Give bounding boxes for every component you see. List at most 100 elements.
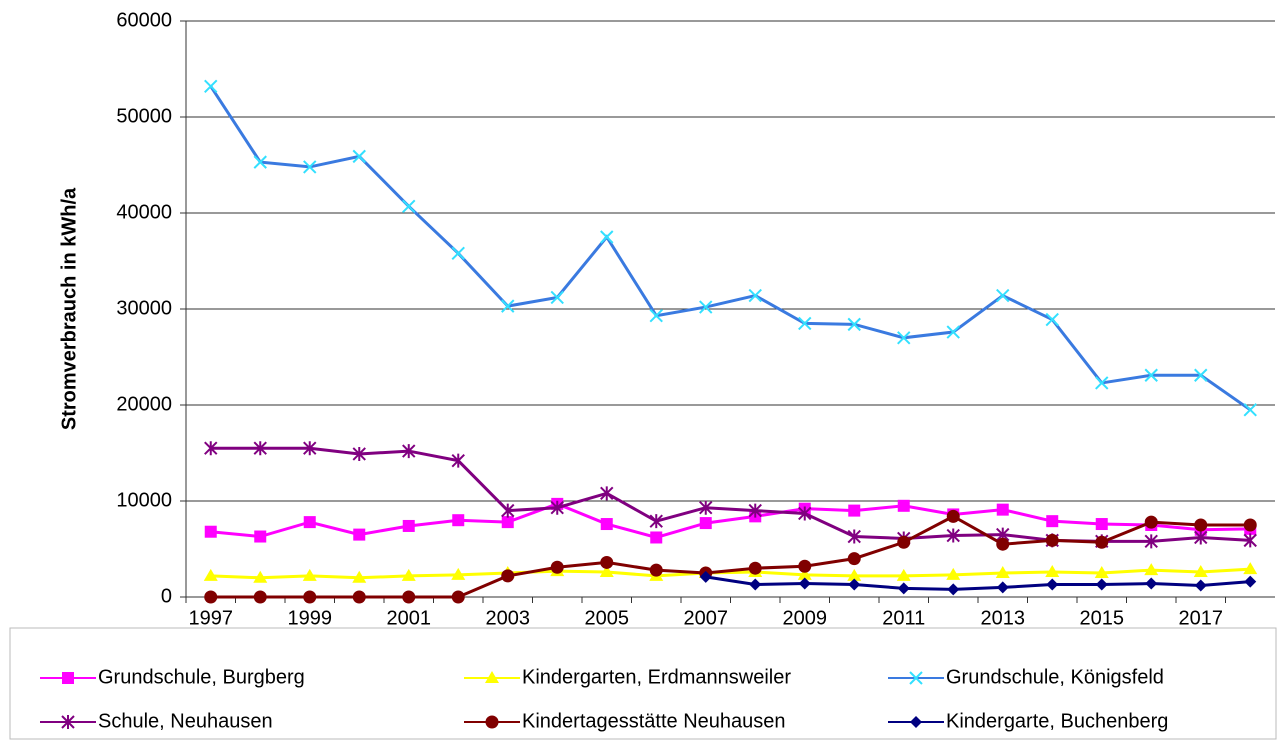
legend-label: Schule, Neuhausen — [98, 710, 273, 732]
marker — [1144, 534, 1158, 549]
x-tick-label: 2011 — [882, 607, 925, 629]
x-tick-label: 2005 — [585, 607, 630, 629]
marker — [848, 504, 861, 517]
marker — [897, 535, 911, 549]
y-tick-label: 0 — [161, 585, 172, 607]
marker — [204, 441, 218, 456]
marker — [1095, 535, 1109, 549]
x-tick-label: 1999 — [288, 607, 333, 629]
marker — [451, 246, 465, 261]
marker — [798, 577, 811, 590]
marker — [550, 500, 564, 515]
marker — [1045, 312, 1059, 327]
marker — [1046, 578, 1059, 591]
x-tick-label: 2017 — [1179, 607, 1224, 629]
y-tick-label: 10000 — [116, 489, 172, 511]
marker — [897, 582, 910, 595]
legend-label: Grundschule, Königsfeld — [946, 666, 1164, 688]
marker — [253, 570, 268, 583]
marker — [1243, 562, 1258, 575]
x-tick-label: 2009 — [783, 607, 828, 629]
marker — [62, 672, 74, 684]
series-line — [210, 514, 1251, 599]
marker — [253, 155, 267, 169]
marker — [352, 590, 366, 604]
marker — [303, 441, 317, 456]
marker — [650, 531, 663, 544]
marker — [699, 570, 712, 583]
y-tick-label: 40000 — [116, 201, 172, 223]
marker — [699, 500, 713, 515]
marker — [1094, 566, 1109, 578]
marker — [600, 486, 614, 501]
marker — [649, 309, 663, 323]
marker — [1145, 577, 1158, 590]
y-axis-title: Stromverbrauch in kWh/a — [58, 187, 80, 430]
marker — [451, 453, 465, 468]
marker — [798, 506, 812, 521]
y-tick-label: 50000 — [116, 105, 172, 127]
series-line — [705, 575, 1251, 591]
marker — [1144, 563, 1159, 576]
marker — [847, 529, 861, 544]
marker — [995, 566, 1010, 578]
marker — [253, 590, 267, 604]
marker — [896, 568, 911, 581]
x-tick-label: 2001 — [387, 607, 432, 629]
marker — [501, 569, 515, 583]
marker — [947, 583, 960, 596]
marker — [1193, 565, 1208, 578]
marker — [550, 290, 564, 305]
marker — [501, 299, 515, 313]
x-tick-label: 2013 — [981, 607, 1026, 629]
marker — [1194, 518, 1208, 532]
legend-label: Grundschule, Burgberg — [98, 666, 305, 688]
marker — [910, 716, 922, 728]
series-line — [210, 567, 1251, 580]
x-tick-label: 2015 — [1080, 607, 1125, 629]
marker — [946, 528, 960, 543]
marker — [203, 568, 218, 581]
marker — [798, 559, 812, 573]
marker — [797, 567, 812, 580]
series-line — [210, 446, 1251, 543]
marker — [204, 525, 217, 538]
marker — [303, 160, 317, 174]
marker — [748, 561, 762, 575]
marker — [946, 567, 961, 580]
marker — [848, 578, 861, 591]
marker — [996, 581, 1009, 594]
x-tick-label: 2007 — [684, 607, 729, 629]
legend-label: Kindergarte, Buchenberg — [946, 710, 1168, 732]
marker — [996, 537, 1010, 551]
marker — [748, 503, 762, 518]
marker — [600, 230, 614, 244]
marker — [501, 516, 514, 529]
marker — [353, 528, 366, 541]
marker — [600, 555, 614, 569]
marker — [1095, 518, 1108, 531]
marker — [1194, 579, 1207, 592]
y-tick-label: 60000 — [116, 9, 172, 31]
marker — [303, 516, 316, 529]
marker — [649, 563, 663, 577]
marker — [599, 565, 614, 578]
marker — [1243, 518, 1257, 532]
marker — [451, 590, 465, 604]
marker — [401, 568, 416, 581]
legend-label: Kindertagesstätte Neuhausen — [522, 710, 786, 732]
series-line — [210, 502, 1251, 540]
marker — [1243, 403, 1257, 417]
marker — [303, 590, 317, 604]
legend-box — [9, 627, 1277, 740]
legend-label: Kindergarten, Erdmannsweiler — [522, 666, 791, 688]
marker — [402, 590, 416, 604]
marker — [1046, 515, 1059, 528]
marker — [1244, 575, 1257, 588]
marker — [402, 444, 416, 459]
y-tick-label: 30000 — [116, 297, 172, 319]
marker — [996, 503, 1009, 516]
marker — [550, 560, 564, 574]
marker — [451, 567, 466, 580]
